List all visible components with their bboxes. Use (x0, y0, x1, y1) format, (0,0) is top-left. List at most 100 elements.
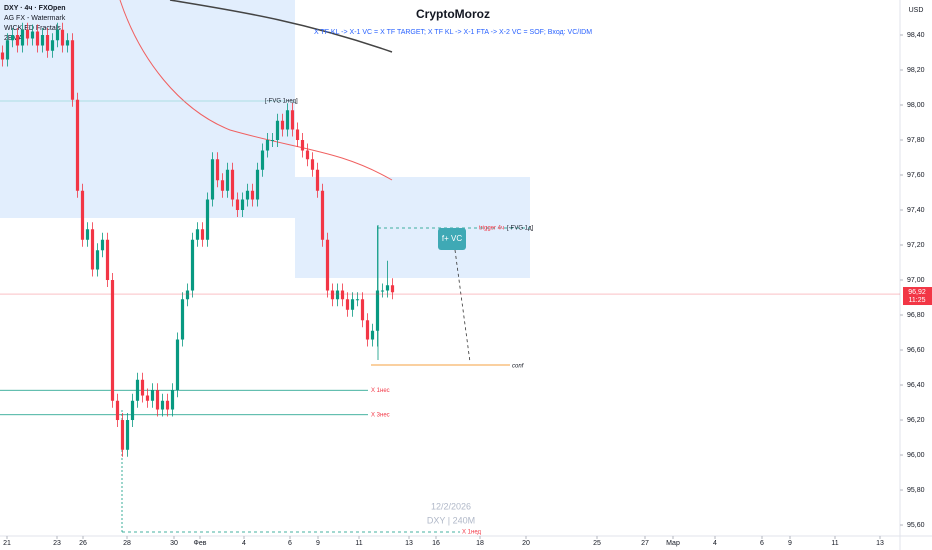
x-tick-label: 28 (123, 540, 131, 547)
candle-body (165, 400, 170, 410)
y-tick-label: 97,00 (907, 277, 925, 284)
indicator-label: DXY · 4ч · FXOpen (4, 5, 66, 12)
candle-body (300, 140, 305, 151)
ema-fast (119, 0, 393, 181)
fvg-daily-zone (295, 177, 530, 278)
candle-body (215, 159, 220, 181)
candle-body (250, 190, 255, 200)
candle-body (30, 31, 35, 39)
candle-body (90, 229, 95, 270)
candle-body (110, 280, 115, 401)
y-tick-label: 97,80 (907, 137, 925, 144)
candle-body (5, 40, 10, 60)
annotation: [-FVG 1д] (507, 226, 534, 232)
candle-body (365, 320, 370, 340)
candle-body (20, 29, 25, 46)
candle-body (155, 390, 160, 410)
candle-body (40, 35, 45, 46)
y-tick-label: 98,40 (907, 32, 925, 39)
y-tick-label: 96,40 (907, 382, 925, 389)
candle-body (190, 239, 195, 291)
candle-body (70, 40, 75, 100)
candle-body (320, 190, 325, 240)
candle-body (305, 150, 310, 160)
candle-body (140, 379, 145, 396)
y-tick-label: 98,20 (907, 67, 925, 74)
annotation: conf (512, 364, 525, 370)
candle-body (15, 35, 20, 46)
indicator-label: AG FX - Watermark (4, 15, 66, 22)
candle-body (280, 120, 285, 130)
candle-body (360, 299, 365, 321)
candle-body (185, 290, 190, 300)
ema-slow (169, 0, 393, 53)
candle-body (95, 250, 100, 270)
candle-body (275, 120, 280, 141)
annotation: Х 1нед (462, 530, 482, 536)
x-tick-label: 18 (476, 540, 484, 547)
chart-subtitle: X TF KL -> X-1 VC = X TF TARGET; X TF KL… (314, 29, 592, 36)
x-tick-label: 6 (288, 540, 292, 547)
y-tick-label: 97,20 (907, 242, 925, 249)
candle-body (0, 52, 5, 60)
candle-body (265, 140, 270, 151)
x-tick-label: 9 (316, 540, 320, 547)
candle-body (175, 339, 180, 391)
candle-body (295, 129, 300, 141)
candle-body (285, 110, 290, 130)
x-tick-label: 4 (242, 540, 246, 547)
y-tick-label: 96,20 (907, 417, 925, 424)
x-tick-label: 13 (405, 540, 413, 547)
candle-body (380, 290, 385, 292)
y-tick-label: 96,00 (907, 452, 925, 459)
x-tick-label: 6 (760, 540, 764, 547)
candle-body (385, 285, 390, 291)
candle-body (195, 229, 200, 240)
x-tick-label: Фев (194, 540, 207, 547)
candle-body (180, 299, 185, 340)
candle-body (390, 285, 395, 293)
candle-body (65, 40, 70, 46)
candle-body (220, 180, 225, 191)
candle-body (115, 400, 120, 421)
candle-body (125, 420, 130, 450)
candle-body (80, 190, 85, 240)
candle-body (60, 29, 65, 46)
y-tick-label: 97,40 (907, 207, 925, 214)
candle-body (335, 290, 340, 300)
x-tick-label: 11 (831, 540, 838, 547)
last-price-time: 11:25 (909, 297, 926, 304)
y-tick-label: 96,80 (907, 312, 925, 319)
candle-body (375, 290, 380, 331)
y-tick-label: 98,00 (907, 102, 925, 109)
x-tick-label: 30 (170, 540, 178, 547)
projection-arrow (454, 249, 471, 363)
last-price-tag (903, 287, 932, 306)
candle-body (145, 395, 150, 401)
level-label: Х 1нес (371, 388, 390, 394)
x-tick-label: 4 (713, 540, 717, 547)
candle-body (370, 330, 375, 340)
candle-body (45, 35, 50, 51)
candle-body (170, 390, 175, 410)
x-tick-label: 25 (593, 540, 601, 547)
candle-body (315, 169, 320, 191)
vc-badge (438, 228, 466, 250)
candle-body (245, 190, 250, 200)
chart-title: CryptoMoroz (416, 7, 490, 21)
candle-body (350, 299, 355, 310)
candle-body (105, 239, 110, 281)
candle-body (340, 290, 345, 300)
candle-body (255, 169, 260, 200)
watermark: 12/2/2026 (431, 501, 471, 511)
candle-body (240, 199, 245, 211)
x-tick-label: 9 (788, 540, 792, 547)
candle-body (55, 29, 60, 41)
candle-body (230, 169, 235, 200)
candle-body (85, 229, 90, 240)
candle-body (310, 159, 315, 170)
candle-body (120, 420, 125, 450)
candle-body (130, 400, 135, 421)
x-tick-label: 20 (522, 540, 530, 547)
candle-body (270, 140, 275, 142)
